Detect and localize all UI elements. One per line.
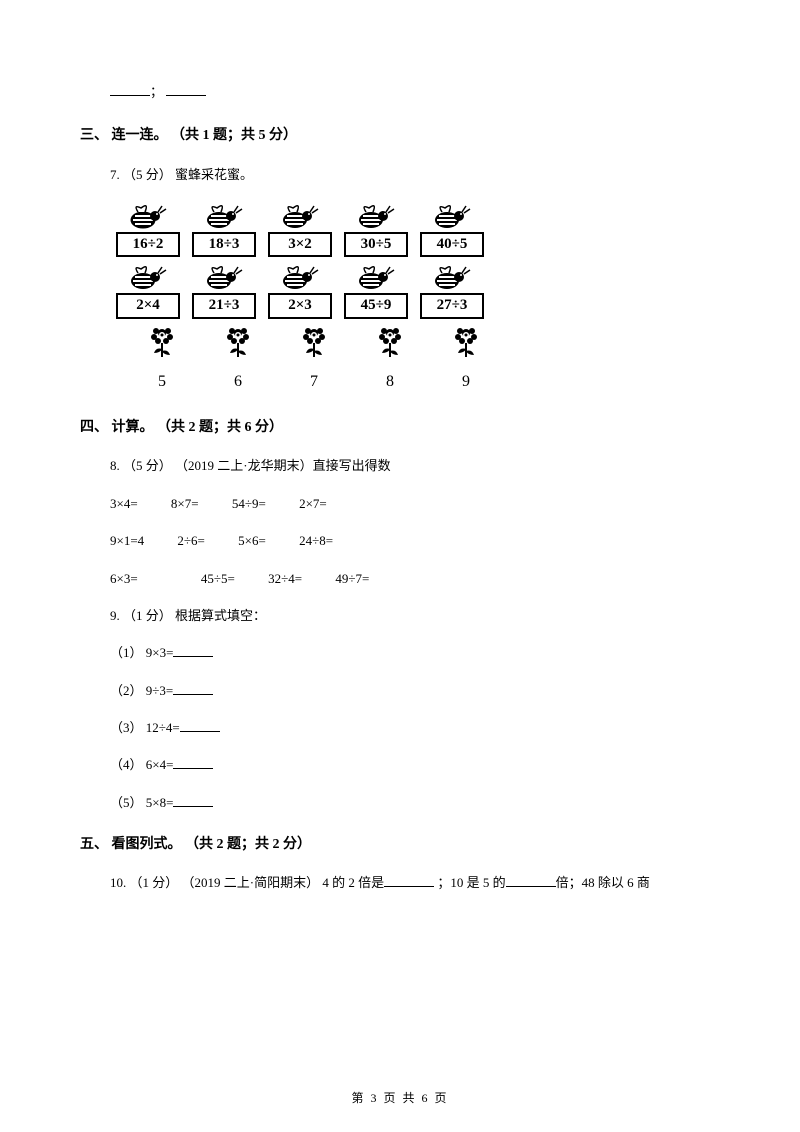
blank: [173, 681, 213, 695]
bee-cell: 21÷3: [186, 261, 262, 319]
bee-icon: [351, 261, 401, 293]
q9-item: （1） 9×3=: [110, 641, 720, 664]
calc-item: 32÷4=: [268, 567, 302, 590]
flower-icon: [374, 323, 406, 366]
calc-item: 2×7=: [299, 492, 327, 515]
q9-item: （4） 6×4=: [110, 753, 720, 776]
q10-mid2: 倍；48 除以 6 商: [556, 875, 650, 890]
bee-cell: 16÷2: [110, 200, 186, 258]
flower-cell: 8: [352, 323, 428, 397]
q8-line1: 3×4= 8×7= 54÷9= 2×7=: [110, 492, 720, 515]
q9-item: （2） 9÷3=: [110, 679, 720, 702]
q9-item: （5） 5×8=: [110, 791, 720, 814]
q9-item: （3） 12÷4=: [110, 716, 720, 739]
q10-mid1: ；10 是 5 的: [434, 875, 506, 890]
top-sep: ；: [150, 84, 163, 99]
flower-cell: 6: [200, 323, 276, 397]
bee-cell: 2×4: [110, 261, 186, 319]
blank: [173, 755, 213, 769]
q8-line3: 6×3= 45÷5= 32÷4= 49÷7=: [110, 567, 720, 590]
bee-icon: [123, 200, 173, 232]
bee-box: 2×3: [268, 293, 332, 319]
bee-cell: 3×2: [262, 200, 338, 258]
bee-box: 18÷3: [192, 232, 256, 258]
calc-item: 49÷7=: [335, 567, 369, 590]
flower-icon: [146, 323, 178, 366]
q10: 10. （1 分） （2019 二上·简阳期末） 4 的 2 倍是 ；10 是 …: [110, 871, 720, 894]
q9-text: （5） 5×8=: [110, 795, 173, 810]
section3-heading: 三、 连一连。 （共 1 题；共 5 分）: [80, 123, 720, 148]
bee-icon: [427, 261, 477, 293]
bee-box: 30÷5: [344, 232, 408, 258]
blank: [384, 873, 434, 887]
bee-box: 2×4: [116, 293, 180, 319]
q9-text: （2） 9÷3=: [110, 683, 173, 698]
bee-icon: [199, 261, 249, 293]
bee-cell: 40÷5: [414, 200, 490, 258]
section4-heading: 四、 计算。 （共 2 题；共 6 分）: [80, 415, 720, 440]
calc-item: 8×7=: [171, 492, 199, 515]
flower-cell: 9: [428, 323, 504, 397]
bee-box: 40÷5: [420, 232, 484, 258]
q9-label: 9. （1 分） 根据算式填空：: [110, 604, 720, 627]
q9-text: （4） 6×4=: [110, 757, 173, 772]
q8-label: 8. （5 分） （2019 二上·龙华期末）直接写出得数: [110, 454, 720, 477]
flower-num: 5: [158, 368, 166, 397]
q9-text: （3） 12÷4=: [110, 720, 180, 735]
page-content: ； 三、 连一连。 （共 1 题；共 5 分） 7. （5 分） 蜜蜂采花蜜。 …: [0, 0, 800, 949]
q10-prefix: 10. （1 分） （2019 二上·简阳期末） 4 的 2 倍是: [110, 875, 384, 890]
calc-item: 3×4=: [110, 492, 138, 515]
calc-item: 6×3=: [110, 567, 138, 590]
bee-cell: 45÷9: [338, 261, 414, 319]
bee-row-2: 2×4 21÷3 2×3 45÷9 27÷3: [110, 261, 720, 319]
calc-item: 2÷6=: [177, 529, 204, 552]
flower-cell: 7: [276, 323, 352, 397]
flower-num: 9: [462, 368, 470, 397]
section5-heading: 五、 看图列式。 （共 2 题；共 2 分）: [80, 832, 720, 857]
calc-item: 54÷9=: [232, 492, 266, 515]
q8-line2: 9×1=4 2÷6= 5×6= 24÷8=: [110, 529, 720, 552]
bee-box: 21÷3: [192, 293, 256, 319]
calc-item: 9×1=4: [110, 529, 144, 552]
bee-box: 45÷9: [344, 293, 408, 319]
bee-icon: [275, 261, 325, 293]
calc-item: 24÷8=: [299, 529, 333, 552]
bee-box: 16÷2: [116, 232, 180, 258]
blank: [166, 82, 206, 96]
flower-cell: 5: [124, 323, 200, 397]
blank: [506, 873, 556, 887]
q7-label: 7. （5 分） 蜜蜂采花蜜。: [110, 163, 720, 186]
bee-cell: 18÷3: [186, 200, 262, 258]
blank: [173, 643, 213, 657]
flower-num: 8: [386, 368, 394, 397]
flower-icon: [222, 323, 254, 366]
blank: [180, 718, 220, 732]
bee-cell: 27÷3: [414, 261, 490, 319]
bee-box: 3×2: [268, 232, 332, 258]
bee-box: 27÷3: [420, 293, 484, 319]
calc-item: 5×6=: [238, 529, 266, 552]
page-footer: 第 3 页 共 6 页: [0, 1089, 800, 1106]
blank: [110, 82, 150, 96]
bee-cell: 2×3: [262, 261, 338, 319]
bee-row-1: 16÷2 18÷3 3×2 30÷5 40÷5: [110, 200, 720, 258]
top-blank-line: ；: [110, 80, 720, 103]
bee-icon: [275, 200, 325, 232]
flower-num: 7: [310, 368, 318, 397]
bee-icon: [199, 200, 249, 232]
flower-num: 6: [234, 368, 242, 397]
blank: [173, 793, 213, 807]
calc-item: 45÷5=: [201, 567, 235, 590]
flower-icon: [298, 323, 330, 366]
flower-icon: [450, 323, 482, 366]
bee-cell: 30÷5: [338, 200, 414, 258]
bee-icon: [427, 200, 477, 232]
bee-icon: [123, 261, 173, 293]
flower-row: 5 6 7 8 9: [124, 323, 720, 397]
bee-icon: [351, 200, 401, 232]
q9-text: （1） 9×3=: [110, 645, 173, 660]
